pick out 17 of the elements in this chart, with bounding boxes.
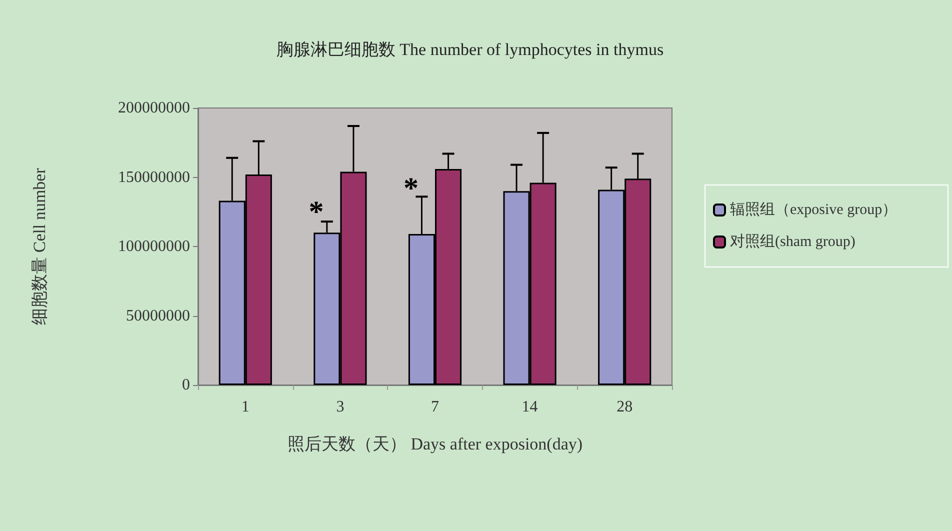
- x-axis-title: 照后天数（天） Days after exposion(day): [287, 434, 583, 454]
- y-tick-label: 200000000: [118, 100, 190, 116]
- x-tick-label: 14: [522, 398, 538, 416]
- x-tick-label: 3: [336, 398, 344, 416]
- x-tick-label: 28: [616, 398, 633, 416]
- x-tick-label: 1: [241, 398, 250, 416]
- annotation: *: [404, 172, 418, 205]
- y-tick-label: 150000000: [118, 168, 190, 186]
- annotation: *: [308, 195, 324, 228]
- legend-label: 对照组(sham group): [730, 233, 856, 250]
- x-tick-label: 7: [431, 398, 439, 416]
- y-tick-label: 100000000: [118, 238, 190, 255]
- chart-title: 胸腺淋巴细胞数 The number of lymphocytes in thymus: [276, 40, 664, 59]
- y-tick-label: 0: [182, 376, 190, 394]
- y-tick-label: 50000000: [126, 307, 190, 324]
- legend-label: 辐照组（exposive group）: [730, 201, 898, 218]
- y-axis-title: 细胞数量 Cell number: [30, 168, 49, 325]
